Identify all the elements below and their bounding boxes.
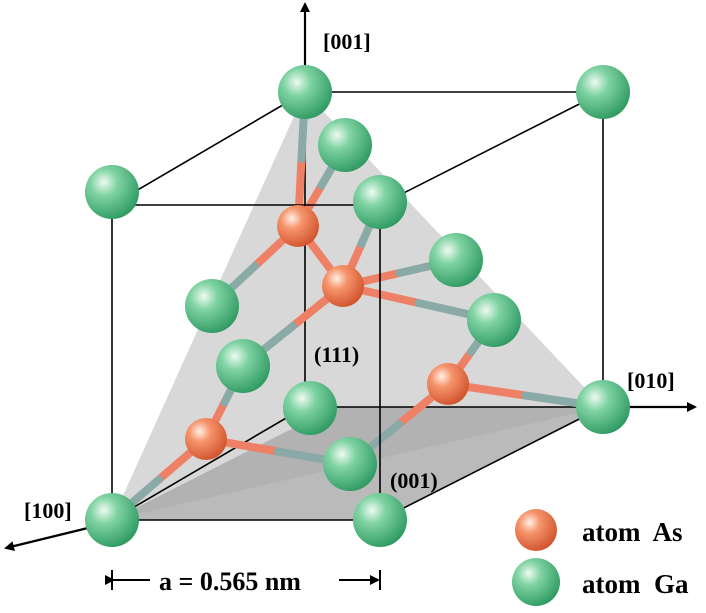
ga-atom	[318, 118, 372, 172]
ga-atom	[216, 339, 270, 393]
as-atom	[322, 265, 364, 307]
as-atom	[277, 205, 319, 247]
legend-ga-swatch	[512, 558, 560, 606]
lattice-constant-label: a = 0.565 nm	[159, 567, 301, 596]
ga-atom	[283, 381, 337, 435]
axis-label-010: [010]	[627, 368, 675, 393]
ga-atom	[85, 493, 139, 547]
as-atom	[427, 363, 469, 405]
axis-label-001: [001]	[323, 29, 371, 54]
legend: atom As atom Ga	[512, 509, 689, 606]
legend-as-swatch	[515, 509, 557, 551]
ga-atom	[278, 65, 332, 119]
ga-atom	[353, 493, 407, 547]
ga-atom	[429, 233, 483, 287]
ga-atom	[85, 165, 139, 219]
ga-atom	[185, 279, 239, 333]
legend-as-label: atom As	[582, 517, 683, 547]
dimension-indicator	[105, 570, 381, 590]
plane-label-111: (111)	[314, 342, 359, 367]
ga-atom	[576, 65, 630, 119]
cube-visible-edges	[111, 91, 604, 521]
ga-atom	[323, 437, 377, 491]
ga-atom	[467, 293, 521, 347]
ga-atom	[576, 380, 630, 434]
axis-arrows	[4, 2, 697, 551]
plane-label-001: (001)	[390, 468, 438, 493]
axis-100-arrow	[4, 525, 93, 551]
ga-atom	[353, 175, 407, 229]
axis-label-100: [100]	[24, 498, 72, 523]
atoms	[85, 65, 630, 547]
as-atom	[185, 418, 227, 460]
legend-ga-label: atom Ga	[582, 569, 689, 599]
